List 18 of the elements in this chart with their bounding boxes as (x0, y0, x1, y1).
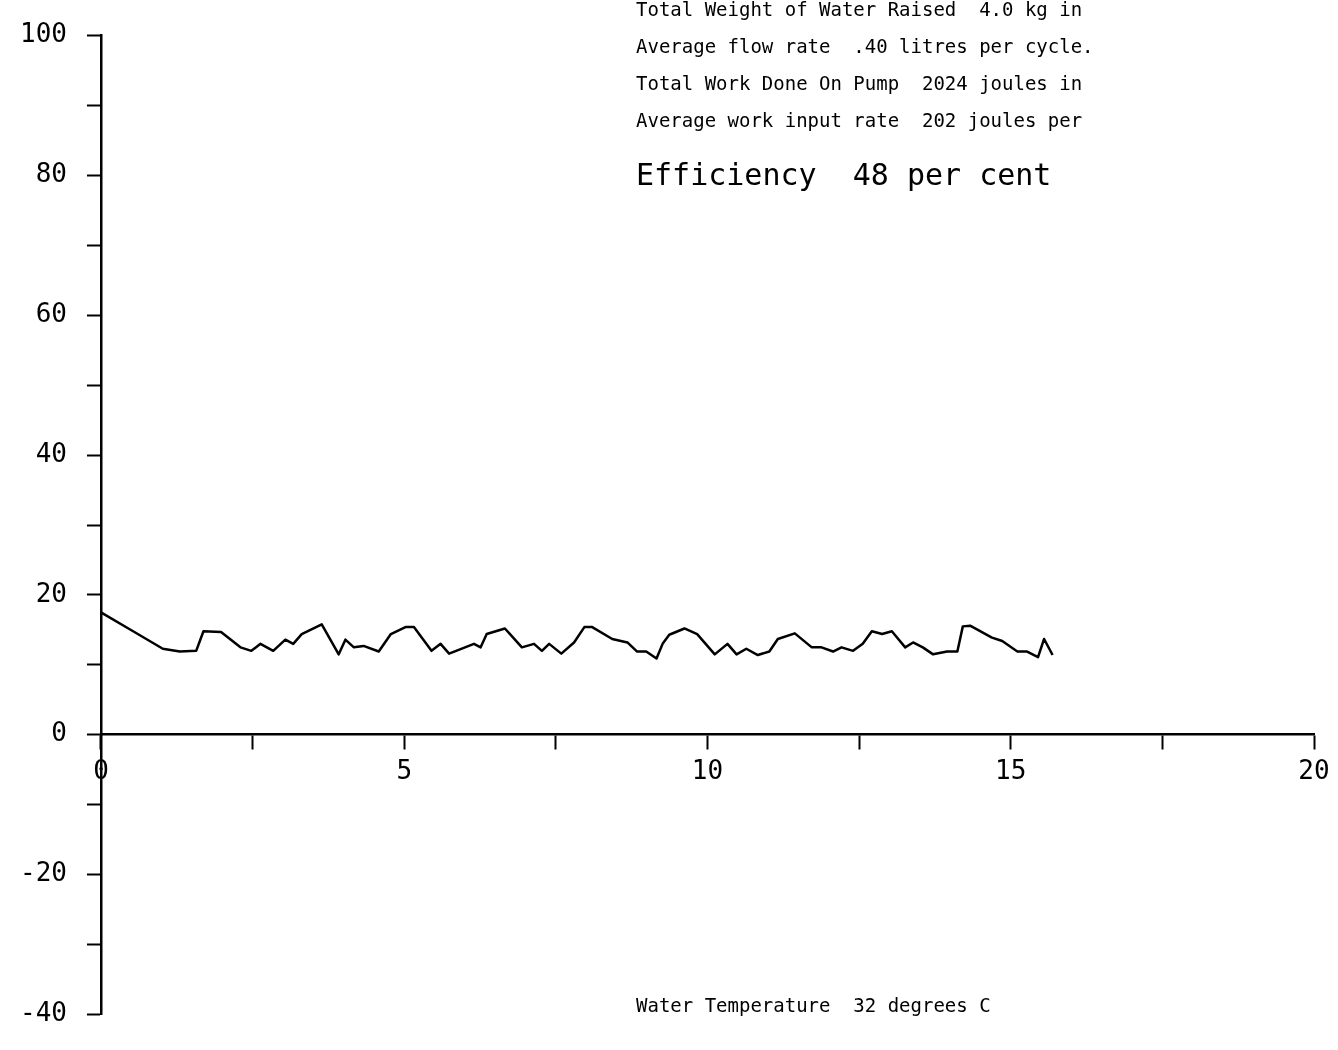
y-tick-label: 100 (19, 18, 67, 49)
y-tick-label: 80 (35, 158, 67, 189)
annotation: Average flow rate .40 litres per cycle. (636, 35, 1094, 58)
y-tick-label: 40 (35, 437, 67, 468)
y-tick-label: -20 (19, 857, 67, 888)
x-tick-label: 5 (396, 755, 413, 786)
annotation: Total Work Done On Pump 2024 joules in (636, 72, 1083, 95)
x-tick-label: 15 (995, 755, 1027, 786)
x-tick-label: 20 (1298, 755, 1330, 786)
text: Total Weight of Water Raised 4.0 kg in (636, 0, 1083, 21)
annotation: Efficiency 48 per cent (636, 156, 1052, 192)
y-tick-label: 20 (35, 577, 67, 608)
annotation: Average work input rate 202 joules per (636, 109, 1083, 132)
annotation: Water Temperature 32 degrees C (636, 994, 991, 1017)
x-tick-label: 10 (691, 755, 724, 786)
y-tick-label: 60 (35, 298, 67, 329)
y-tick-label: 0 (51, 717, 67, 748)
y-tick-label: -40 (19, 997, 67, 1028)
